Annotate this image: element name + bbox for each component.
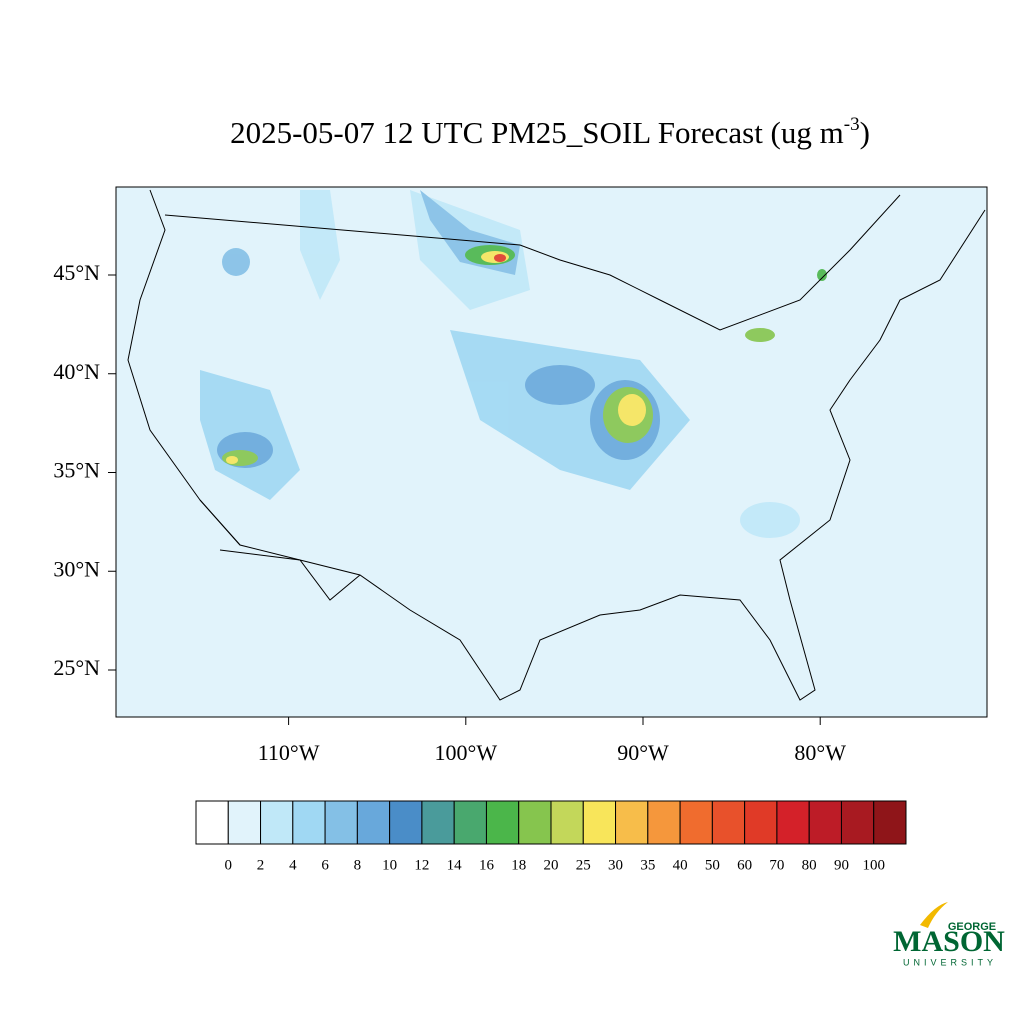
colorbar-box [292, 800, 326, 845]
colorbar-label: 100 [862, 857, 885, 873]
colorbar-box [679, 800, 713, 845]
map-frame [115, 186, 988, 718]
colorbar-label: 20 [544, 857, 559, 873]
colorbar-box [808, 800, 842, 845]
colorbar-label: 18 [511, 857, 526, 873]
colorbar-label: 0 [225, 857, 233, 873]
colorbar-label: 2 [257, 857, 265, 873]
colorbar-box [647, 800, 681, 845]
title-close: ) [860, 115, 870, 150]
colorbar-label: 6 [321, 857, 329, 873]
colorbar-label: 60 [737, 857, 752, 873]
colorbar-label: 12 [414, 857, 429, 873]
colorbar-label: 50 [705, 857, 720, 873]
map [115, 186, 988, 718]
colorbar-box [324, 800, 358, 845]
colorbar-box [227, 800, 262, 845]
colorbar-box [744, 800, 778, 845]
colorbar-label: 25 [576, 857, 591, 873]
colorbar-box [711, 800, 746, 845]
logo-flame [920, 902, 948, 928]
boundaries [127, 189, 986, 701]
colorbar-box [550, 800, 584, 845]
colorbar-label: 10 [382, 857, 397, 873]
colorbar-box [195, 800, 229, 845]
colorbar-box [873, 800, 907, 845]
colorbar-label: 8 [354, 857, 362, 873]
lat-tick-label: 25°N [53, 655, 100, 680]
title-main: 2025-05-07 12 UTC PM25_SOIL Forecast (ug… [230, 115, 844, 150]
lon-tick-label: 110°W [258, 740, 320, 765]
lat-tick-label: 35°N [53, 458, 100, 483]
colorbar-label: 16 [479, 857, 495, 873]
logo-top: GEORGE [948, 921, 996, 933]
colorbar-label: 4 [289, 857, 297, 873]
title: 2025-05-07 12 UTC PM25_SOIL Forecast (ug… [230, 114, 870, 150]
colorbar-label: 30 [608, 857, 623, 873]
colorbar-box [776, 800, 810, 845]
logo: GEORGE MASON UNIVERSITY [893, 902, 1005, 967]
lon-tick-label: 80°W [794, 740, 846, 765]
colorbar-box [840, 800, 875, 845]
logo-bottom: UNIVERSITY [903, 957, 997, 967]
colorbar-box [518, 800, 552, 845]
lat-tick-label: 30°N [53, 556, 100, 581]
colorbar-label: 14 [447, 857, 463, 873]
colorbar-box [485, 800, 520, 845]
colorbar-label: 70 [769, 857, 784, 873]
colorbar-box [421, 800, 455, 845]
lon-tick-label: 100°W [435, 740, 498, 765]
lon-tick-label: 90°W [617, 740, 669, 765]
colorbar-label: 90 [834, 857, 849, 873]
colorbar-box [389, 800, 423, 845]
colorbar-box [260, 800, 294, 845]
logo-main: MASON [893, 925, 1005, 958]
lat-tick-label: 45°N [53, 260, 100, 285]
colorbar-label: 80 [802, 857, 817, 873]
colorbar-box [615, 800, 649, 845]
title-superscript: -3 [844, 114, 860, 135]
lat-tick-label: 40°N [53, 359, 100, 384]
colorbar-label: 35 [640, 857, 655, 873]
colorbar-label: 40 [673, 857, 688, 873]
colorbar-box [582, 800, 617, 845]
field [200, 190, 827, 538]
colorbar: 0 2 4 6 8 10 12 14 16 18 20 25 30 35 40 50 60 70 80 90 100 [195, 800, 907, 873]
colorbar-box [356, 800, 391, 845]
colorbar-box [453, 800, 487, 845]
